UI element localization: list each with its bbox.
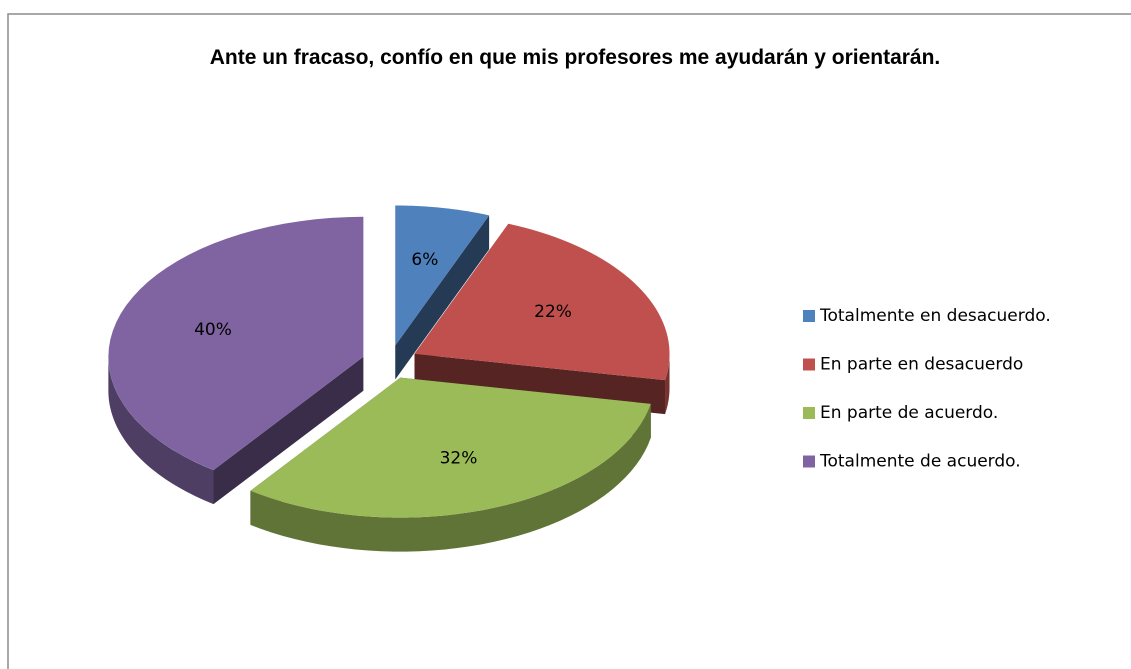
slice — [395, 205, 490, 346]
slice-rim — [665, 353, 670, 415]
slice — [414, 223, 670, 381]
chart-title: Ante un fracaso, confío en que mis profe… — [209, 46, 941, 69]
legend-label: Totalmente de acuerdo. — [819, 452, 1021, 472]
legend-swatch — [803, 310, 815, 322]
slice-rim — [108, 356, 214, 505]
legend-swatch — [803, 455, 815, 468]
legend-label: En parte de acuerdo. — [820, 403, 998, 423]
legend-swatch — [803, 407, 815, 419]
slice-rim — [250, 403, 651, 552]
slice-cut-face — [213, 356, 364, 505]
chart-frame — [7, 13, 1131, 669]
slice — [250, 377, 651, 518]
legend-label: En parte en desacuerdo — [820, 355, 1023, 375]
data-label: 40% — [194, 320, 232, 340]
data-label: 6% — [411, 250, 438, 270]
legend-swatch — [803, 358, 815, 371]
slice-cut-face — [395, 215, 490, 380]
data-label: 22% — [534, 302, 572, 322]
slice — [108, 216, 364, 471]
legend-label: Totalmente en desacuerdo. — [819, 306, 1051, 326]
data-label: 32% — [440, 448, 478, 468]
